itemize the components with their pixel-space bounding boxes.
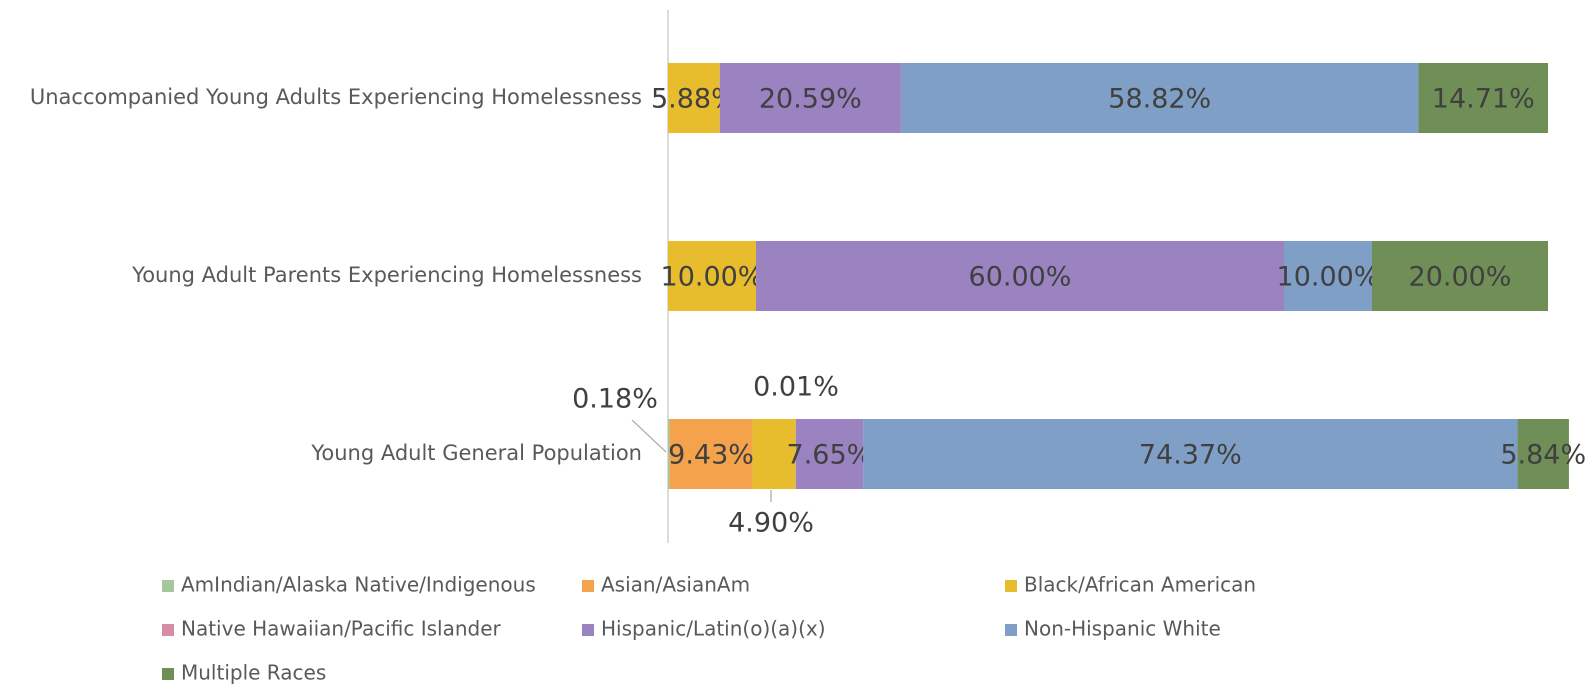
data-label: 20.59% xyxy=(759,84,862,115)
legend-swatch xyxy=(1005,580,1017,592)
category-label: Young Adult Parents Experiencing Homeles… xyxy=(131,263,642,287)
legend-label: Native Hawaiian/Pacific Islander xyxy=(181,617,502,641)
data-label: 0.01% xyxy=(753,372,839,403)
legend-label: AmIndian/Alaska Native/Indigenous xyxy=(181,573,536,597)
bar-segment xyxy=(1284,241,1372,311)
data-label: 0.18% xyxy=(572,384,658,415)
bar-segment xyxy=(752,419,796,489)
bar-segment xyxy=(1372,241,1548,311)
legend-swatch xyxy=(162,624,174,636)
bar-segment xyxy=(668,419,670,489)
bar-segment xyxy=(668,241,756,311)
legend-label: Non-Hispanic White xyxy=(1024,617,1221,641)
legend-label: Asian/AsianAm xyxy=(601,573,750,597)
category-label: Young Adult General Population xyxy=(310,441,642,465)
bar-segment xyxy=(900,63,1419,133)
bar-segment xyxy=(1517,419,1569,489)
data-label: 7.65% xyxy=(787,440,873,471)
data-label: 58.82% xyxy=(1108,84,1211,115)
data-label: 5.84% xyxy=(1500,440,1586,471)
legend-swatch xyxy=(582,580,594,592)
data-label: 14.71% xyxy=(1432,84,1535,115)
bar-segment xyxy=(719,63,901,133)
bar-segment xyxy=(756,241,1284,311)
legend-swatch xyxy=(162,668,174,680)
bar-segment xyxy=(795,419,864,489)
data-label: 9.43% xyxy=(668,440,754,471)
legend-swatch xyxy=(582,624,594,636)
leader-line xyxy=(631,419,667,453)
data-label: 4.90% xyxy=(728,508,814,539)
legend-label: Black/African American xyxy=(1024,573,1256,597)
bar-segment xyxy=(668,63,720,133)
data-label: 10.00% xyxy=(661,262,764,293)
data-label: 10.00% xyxy=(1277,262,1380,293)
bar-segment xyxy=(1418,63,1548,133)
legend-label: Hispanic/Latin(o)(a)(x) xyxy=(601,617,826,641)
data-label: 60.00% xyxy=(969,262,1072,293)
bar-segment xyxy=(669,419,753,489)
legend-swatch xyxy=(1005,624,1017,636)
data-label: 20.00% xyxy=(1409,262,1512,293)
legend-swatch xyxy=(162,580,174,592)
data-label: 74.37% xyxy=(1139,440,1242,471)
legend-label: Multiple Races xyxy=(181,661,326,685)
bar-segment xyxy=(863,419,1518,489)
category-label: Unaccompanied Young Adults Experiencing … xyxy=(30,85,642,109)
